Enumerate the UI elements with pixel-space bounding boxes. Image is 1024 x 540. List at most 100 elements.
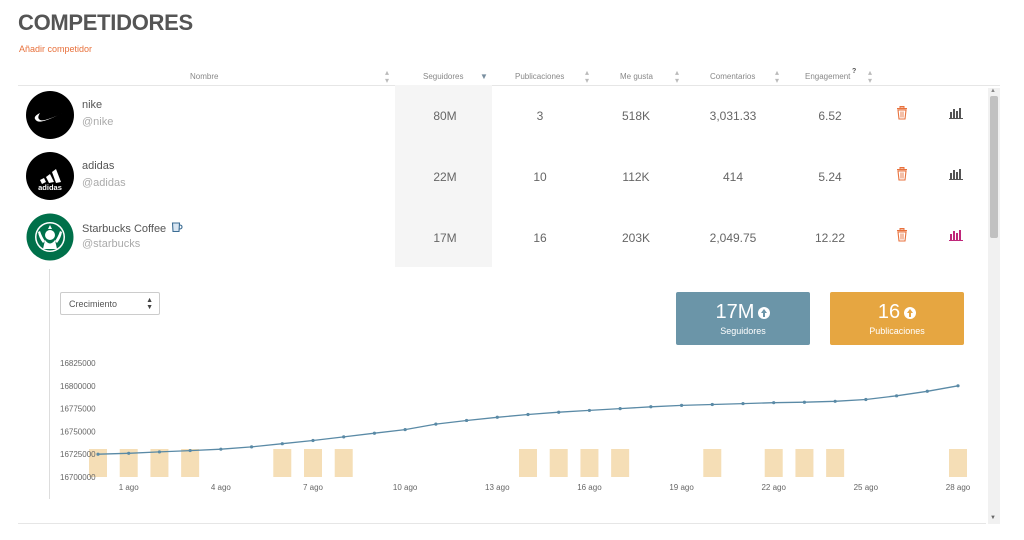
x-tick-label: 16 ago [577, 483, 602, 492]
card-value: 16 [877, 301, 901, 323]
select-arrows-icon: ▲ ▼ [146, 297, 153, 311]
engagement-value: 12.22 [814, 231, 846, 245]
post-bar [334, 449, 353, 477]
y-tick-label: 16700000 [60, 473, 96, 482]
table-row[interactable]: nike @nike 80M 3 518K 3,031.33 6.52 [18, 85, 988, 145]
bar-chart-icon[interactable] [949, 107, 963, 119]
table-row[interactable]: Starbucks Coffee @starbucks 17M 16 203K … [18, 207, 988, 267]
post-bar [273, 449, 292, 477]
sorted-column-highlight [395, 85, 492, 267]
comments-value: 414 [722, 170, 744, 184]
y-tick-label: 16725000 [60, 450, 96, 459]
data-point [618, 407, 622, 411]
trash-icon[interactable] [896, 106, 908, 120]
page-title: COMPETIDORES [18, 10, 193, 35]
followers-value: 22M [433, 170, 457, 184]
x-tick-label: 25 ago [854, 483, 879, 492]
scroll-down-arrow-icon[interactable]: ▼ [990, 515, 996, 521]
sort-toggle-icon[interactable]: ▴ ▾ [868, 68, 873, 85]
data-point [956, 384, 960, 388]
data-point [894, 394, 899, 398]
svg-text:adidas: adidas [38, 183, 62, 192]
y-tick-label: 16775000 [60, 405, 96, 414]
data-point [925, 389, 929, 393]
table-row[interactable]: adidas adidas @adidas 22M 10 112K 414 5.… [18, 146, 988, 206]
data-point [679, 403, 684, 408]
post-bar [580, 449, 599, 477]
post-bar [764, 449, 783, 477]
data-point [249, 445, 254, 449]
scroll-up-arrow-icon[interactable]: ▲ [990, 88, 996, 94]
x-tick-label: 19 ago [669, 483, 694, 492]
bar-chart-icon[interactable] [949, 168, 963, 180]
data-point [219, 447, 223, 451]
post-bar [519, 449, 537, 477]
sort-toggle-icon[interactable]: ▴ ▾ [775, 68, 780, 85]
posts-value: 3 [536, 109, 544, 123]
competitor-handle: @adidas [82, 177, 126, 189]
column-header-engagement[interactable]: Engagement [805, 72, 851, 81]
post-bar [949, 449, 967, 477]
data-point [280, 442, 284, 446]
sort-toggle-icon[interactable]: ▴ ▾ [675, 68, 680, 85]
engagement-help-icon[interactable]: ? [852, 68, 857, 75]
adidas-logo-icon: adidas [38, 169, 62, 192]
data-point [127, 451, 131, 455]
x-tick-label: 22 ago [761, 483, 786, 492]
post-bar [119, 449, 138, 477]
trash-icon[interactable] [896, 167, 908, 181]
card-label: Seguidores [720, 326, 766, 336]
sort-toggle-icon[interactable]: ▴ ▾ [585, 68, 590, 85]
sort-toggle-icon[interactable]: ▴ ▾ [385, 68, 390, 85]
competitor-name: nike [82, 99, 103, 111]
data-point [372, 431, 377, 435]
data-point [157, 450, 162, 454]
sort-desc-icon[interactable]: ▼ [480, 72, 488, 81]
x-tick-label: 13 ago [485, 483, 510, 492]
post-bar [150, 449, 169, 477]
column-header-likes[interactable]: Me gusta [620, 72, 653, 81]
data-point [96, 452, 100, 456]
scrollbar-thumb[interactable] [990, 96, 998, 238]
column-header-comments[interactable]: Comentarios [710, 72, 756, 81]
x-tick-label: 28 ago [946, 483, 971, 492]
nike-swoosh-logo-icon [34, 112, 65, 122]
arrow-up-circle-icon [758, 306, 771, 319]
data-point [311, 438, 315, 443]
avatar: adidas [26, 152, 74, 200]
followers-summary-card: 17M Seguidores [676, 292, 810, 345]
post-bar [703, 449, 722, 477]
posts-value: 16 [533, 231, 547, 245]
post-bar [826, 449, 845, 477]
data-point [526, 412, 530, 417]
x-tick-label: 1 ago [119, 483, 140, 492]
trash-icon[interactable] [896, 228, 908, 242]
data-point [649, 405, 653, 409]
x-tick-label: 4 ago [211, 483, 232, 492]
metric-select-value: Crecimiento [69, 299, 118, 309]
post-bar [549, 449, 568, 477]
competitor-name: Starbucks Coffee [82, 221, 183, 235]
post-bar [795, 449, 814, 477]
data-point [772, 401, 776, 405]
post-bar [304, 449, 322, 477]
data-point [464, 418, 469, 423]
column-header-name[interactable]: Nombre [190, 72, 219, 81]
bar-chart-icon-active[interactable] [949, 229, 963, 241]
data-point [403, 427, 407, 432]
data-point [710, 402, 714, 407]
metric-select[interactable]: Crecimiento ▲ ▼ [60, 292, 160, 315]
avatar [26, 213, 74, 261]
avatar [26, 91, 74, 139]
arrow-up-circle-icon [904, 306, 917, 319]
data-point [342, 435, 346, 439]
data-point [741, 401, 745, 406]
followers-line [97, 385, 959, 455]
likes-value: 518K [621, 109, 651, 123]
table-header: Nombre ▴ ▾ Seguidores ▼ Publicaciones ▴ ▾ … [18, 64, 1000, 86]
competitor-handle: @nike [82, 116, 114, 128]
column-header-posts[interactable]: Publicaciones [515, 72, 565, 81]
add-competitor-link[interactable]: Añadir competidor [19, 44, 93, 54]
divider [18, 523, 986, 524]
column-header-followers[interactable]: Seguidores [423, 72, 464, 81]
